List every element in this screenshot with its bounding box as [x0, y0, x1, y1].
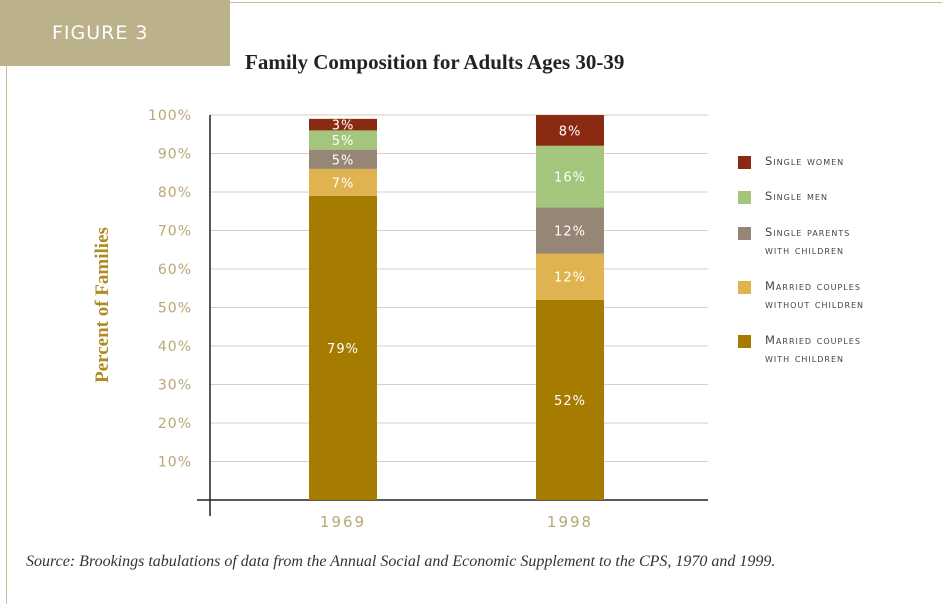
legend-label: Single women	[765, 154, 845, 168]
bar-segment	[536, 253, 604, 300]
legend-swatch	[738, 156, 751, 169]
chart-title: Family Composition for Adults Ages 30-39	[245, 50, 625, 74]
legend-swatch	[738, 227, 751, 240]
figure-label: FIGURE 3	[52, 22, 149, 44]
legend-label: Single men	[765, 189, 828, 203]
legend-swatch	[738, 281, 751, 294]
bar-segment-label: 5%	[332, 153, 355, 168]
y-tick-label: 100%	[148, 108, 192, 124]
frame-top-rule	[230, 2, 942, 3]
legend-swatch	[738, 335, 751, 348]
bar-segment-label: 16%	[554, 171, 586, 186]
y-tick-label: 60%	[158, 262, 192, 278]
y-tick-label: 50%	[158, 301, 192, 317]
bar-segment	[309, 130, 377, 150]
legend-item: Single parents with children	[738, 225, 851, 259]
bar-segment	[536, 299, 604, 500]
bar-segment	[309, 149, 377, 169]
y-tick-label: 10%	[158, 455, 192, 471]
bar-segment-label: 3%	[332, 119, 355, 134]
bar-segment-label: 8%	[559, 124, 582, 139]
y-tick-label: 30%	[158, 378, 192, 394]
legend-item: Married couples without children	[738, 279, 865, 313]
bar-segment	[536, 207, 604, 254]
legend-label: Married couples with children	[765, 333, 861, 365]
frame-left-rule	[6, 66, 7, 604]
bar-segment	[309, 195, 377, 500]
figure-badge: FIGURE 3	[0, 0, 230, 66]
y-tick-label: 20%	[158, 416, 192, 432]
source-note: Source: Brookings tabulations of data fr…	[26, 553, 776, 570]
legend-label: Single parents with children	[765, 225, 851, 257]
bar-segment	[309, 118, 377, 131]
legend-item: Single men	[738, 189, 828, 205]
bar-segment-label: 12%	[554, 271, 586, 286]
bar-segment	[309, 168, 377, 196]
x-category-label: 1969	[320, 513, 366, 531]
bar-segment	[536, 145, 604, 208]
legend-label: Married couples without children	[765, 279, 865, 311]
bar-segment-label: 79%	[327, 342, 359, 357]
y-tick-label: 80%	[158, 185, 192, 201]
bar-segment-label: 12%	[554, 225, 586, 240]
bar-segment	[536, 115, 604, 146]
legend-item: Married couples with children	[738, 333, 861, 367]
bar-segment-label: 7%	[332, 176, 355, 191]
x-category-label: 1998	[547, 513, 593, 531]
bar-segment-label: 52%	[554, 394, 586, 409]
y-tick-label: 90%	[158, 147, 192, 163]
legend-item: Single women	[738, 154, 845, 170]
y-tick-label: 70%	[158, 224, 192, 240]
legend-swatch	[738, 191, 751, 204]
bar-segment-label: 5%	[332, 134, 355, 149]
y-tick-label: 40%	[158, 339, 192, 355]
